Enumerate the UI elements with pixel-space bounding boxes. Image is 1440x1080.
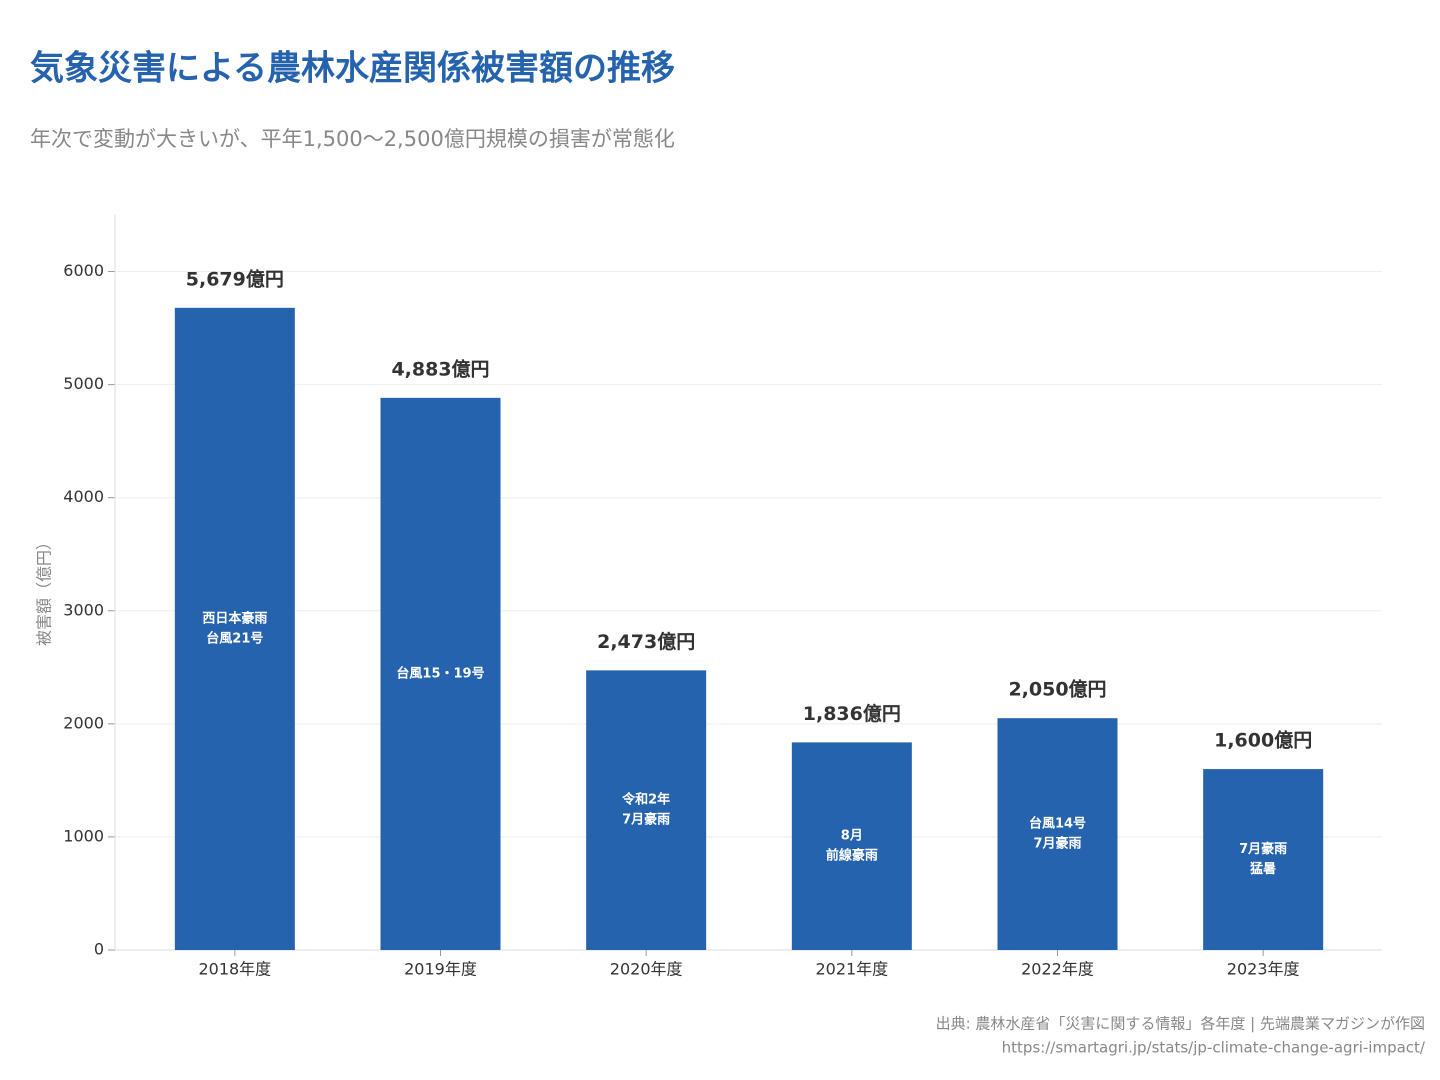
bar-annotation: 台風14号 (1029, 816, 1086, 832)
bar (1203, 769, 1324, 950)
value-label: 4,883億円 (391, 357, 489, 380)
bar (174, 307, 295, 950)
bar-annotation: 7月豪雨 (622, 812, 670, 828)
value-label: 1,836億円 (803, 702, 901, 725)
y-tick-label: 5000 (63, 374, 104, 393)
bar-annotation: 7月豪雨 (1033, 836, 1081, 852)
value-label: 1,600億円 (1214, 729, 1312, 752)
x-tick-label: 2019年度 (404, 960, 477, 979)
value-label: 2,050億円 (1008, 678, 1106, 701)
value-label: 2,473億円 (597, 630, 695, 653)
x-tick-label: 2020年度 (610, 960, 683, 979)
y-tick-label: 0 (94, 940, 104, 959)
bar (997, 718, 1118, 950)
y-tick-label: 2000 (63, 713, 104, 732)
chart-subtitle: 年次で変動が大きいが、平年1,500〜2,500億円規模の損害が常態化 (30, 127, 675, 151)
y-axis-label: 被害額（億円） (35, 534, 54, 646)
bar-annotation: 8月 (841, 829, 863, 844)
x-tick-label: 2018年度 (198, 960, 271, 979)
value-label: 5,679億円 (186, 267, 284, 290)
chart-title: 気象災害による農林水産関係被害額の推移 (30, 49, 675, 89)
y-tick-label: 1000 (63, 826, 104, 845)
bar-annotation: 猛暑 (1249, 861, 1276, 877)
bar-annotation: 台風21号 (206, 630, 263, 646)
x-tick-label: 2021年度 (815, 960, 888, 979)
x-tick-label: 2022年度 (1021, 960, 1094, 979)
bar-annotation: 7月豪雨 (1239, 841, 1287, 857)
y-tick-label: 6000 (63, 261, 104, 280)
y-tick-label: 3000 (63, 600, 104, 619)
bar-annotation: 令和2年 (622, 792, 670, 808)
x-tick-label: 2023年度 (1227, 960, 1300, 979)
bar-annotation: 前線豪雨 (826, 848, 878, 864)
bar (586, 670, 707, 950)
source: 出典: 農林水産省「災害に関する情報」各年度 | 先端農業マガジンが作図 (936, 1015, 1425, 1033)
bar-annotation: 西日本豪雨 (202, 610, 267, 626)
source-url: https://smartagri.jp/stats/jp-climate-ch… (1002, 1039, 1426, 1057)
bar (791, 742, 912, 950)
bar (380, 397, 501, 950)
y-tick-label: 4000 (63, 487, 104, 506)
bar-annotation: 台風15・19号 (396, 665, 484, 681)
